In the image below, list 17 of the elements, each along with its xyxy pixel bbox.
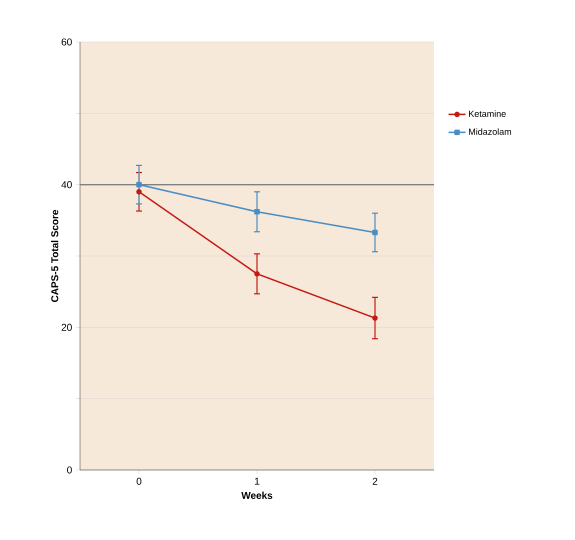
point	[136, 182, 142, 188]
point	[254, 271, 260, 277]
x-tick-label: 2	[372, 478, 378, 485]
x-axis-title: Weeks	[241, 492, 272, 499]
point	[372, 315, 378, 321]
point	[136, 189, 142, 195]
legend-label: Ketamine	[469, 110, 506, 117]
y-tick-label: 60	[62, 38, 72, 46]
y-tick-label: 20	[62, 324, 72, 331]
point	[372, 230, 378, 236]
y-tick-label: 40	[61, 181, 72, 188]
y-tick-label: 0	[67, 466, 72, 474]
point	[254, 209, 260, 215]
x-tick-label: 0	[136, 478, 142, 485]
y-axis-title: CAPS-5 Total Score	[50, 210, 58, 302]
legend-label: Midazolam	[469, 128, 512, 135]
x-tick-label: 1	[254, 478, 260, 485]
